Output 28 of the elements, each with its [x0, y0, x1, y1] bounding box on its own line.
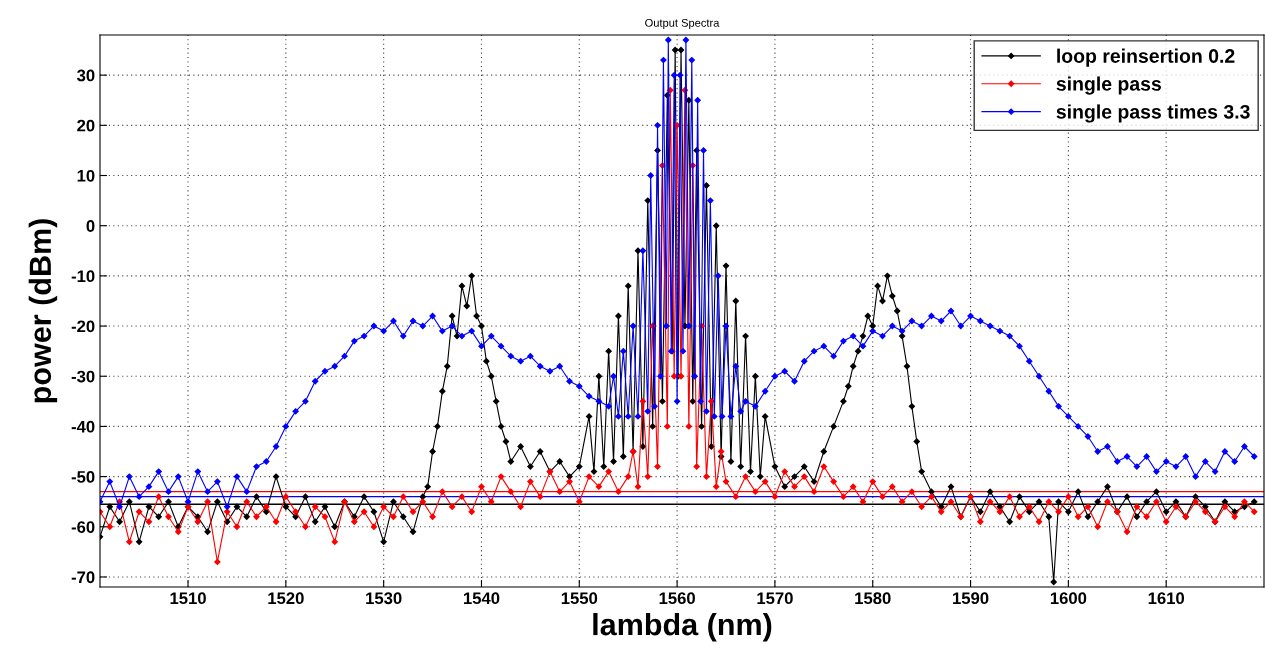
x-axis-title: lambda (nm) [593, 612, 772, 642]
x-tick-label: 1580 [855, 592, 891, 605]
legend-label: single pass times 3.3 [1056, 104, 1250, 123]
y-tick-label: 30 [76, 69, 95, 82]
y-tick-label: -10 [71, 270, 95, 283]
y-axis-title: power (dBm) [28, 219, 58, 403]
y-tick-label: -60 [71, 521, 95, 533]
x-tick-label: 1600 [1050, 592, 1087, 605]
x-tick-label: 1520 [268, 592, 304, 605]
y-tick-label: -70 [71, 571, 95, 584]
y-tick-label: -30 [71, 370, 95, 383]
x-tick-label: 1530 [366, 592, 402, 605]
x-tick-label: 1510 [170, 592, 206, 605]
y-tick-label: -20 [71, 320, 95, 333]
legend-label: loop reinsertion 0.2 [1057, 48, 1235, 67]
x-tick-label: 1550 [561, 592, 598, 605]
y-tick-label: 10 [77, 169, 95, 182]
x-tick-label: 1540 [463, 592, 500, 605]
legend-label: single pass [1056, 76, 1161, 95]
y-tick-label: -40 [71, 420, 95, 433]
x-tick-label: 1560 [659, 592, 695, 605]
y-tick-label: 20 [77, 119, 95, 132]
y-tick-label: 0 [86, 220, 95, 232]
y-tick-label: -50 [71, 471, 95, 483]
x-tick-label: 1590 [953, 592, 989, 605]
x-tick-label: 1570 [757, 592, 793, 605]
x-tick-label: 1610 [1148, 592, 1185, 605]
chart-title: Output Spectra [645, 18, 720, 29]
